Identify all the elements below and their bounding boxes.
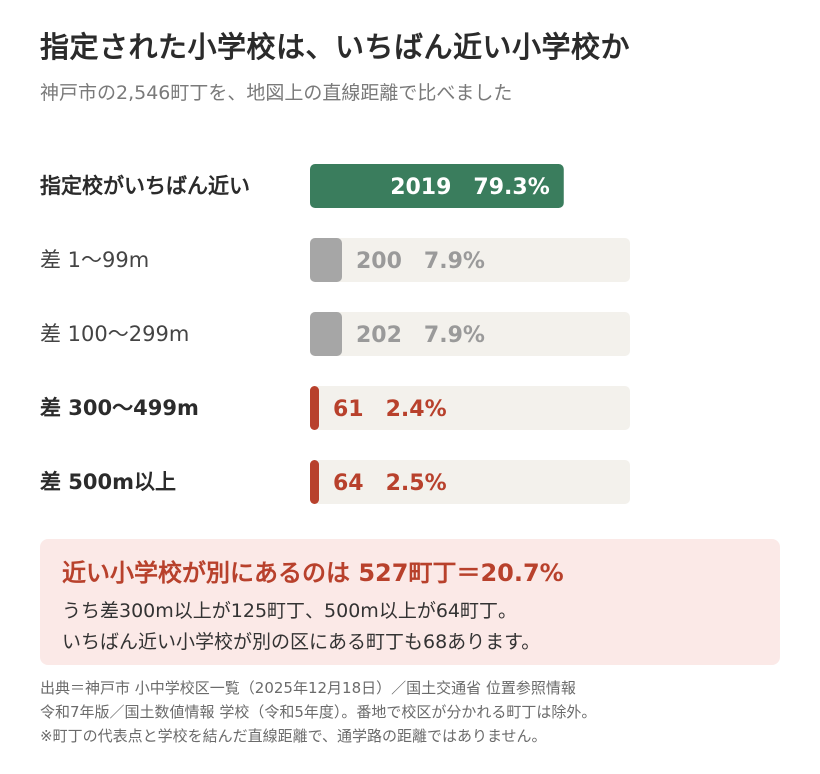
bar-value-label: 200 7.9% (356, 249, 485, 274)
bar-value-label: 64 2.5% (333, 471, 447, 496)
bar-track (310, 386, 630, 430)
bar-track (310, 460, 630, 504)
source-line-1: 出典＝神戸市 小中学校区一覧（2025年12月18日）／国土交通省 位置参照情報 (40, 679, 576, 697)
bar-value-label: 2019 79.3% (390, 175, 550, 200)
bar-value-label: 61 2.4% (333, 397, 447, 422)
source-note: 出典＝神戸市 小中学校区一覧（2025年12月18日）／国土交通省 位置参照情報… (40, 676, 596, 748)
bar (310, 164, 564, 208)
bar (310, 238, 342, 282)
source-line-3: ※町丁の代表点と学校を結んだ直線距離で、通学路の距離ではありません。 (40, 727, 547, 745)
category-label: 差 500m以上 (40, 470, 176, 494)
callout-line-2: いちばん近い小学校が別の区にある町丁も68あります。 (62, 631, 541, 653)
bar (310, 312, 342, 356)
category-label: 差 300〜499m (40, 396, 199, 420)
category-label: 差 100〜299m (40, 322, 189, 346)
bar (310, 386, 319, 430)
category-label: 差 1〜99m (40, 248, 149, 272)
bar-track (310, 238, 630, 282)
callout-line-1: うち差300m以上が125町丁、500m以上が64町丁。 (62, 600, 517, 622)
bar-track (310, 312, 630, 356)
source-line-2: 令和7年版／国土数値情報 学校（令和5年度）。番地で校区が分かれる町丁は除外。 (40, 703, 597, 721)
category-label: 指定校がいちばん近い (40, 174, 250, 198)
callout-headline: 近い小学校が別にあるのは 527町丁＝20.7% (62, 559, 564, 587)
chart-subtitle: 神戸市の2,546町丁を、地図上の直線距離で比べました (40, 82, 513, 104)
bar (310, 460, 319, 504)
bar-chart: 指定校がいちばん近い 2019 79.3% 差 1〜99m 200 7.9% 差 100… (40, 164, 630, 504)
bar-value-label: 202 7.9% (356, 323, 485, 348)
chart-title: 指定された小学校は、いちばん近い小学校か (40, 30, 631, 64)
summary-callout: 近い小学校が別にあるのは 527町丁＝20.7% うち差300m以上が125町丁… (40, 539, 780, 665)
